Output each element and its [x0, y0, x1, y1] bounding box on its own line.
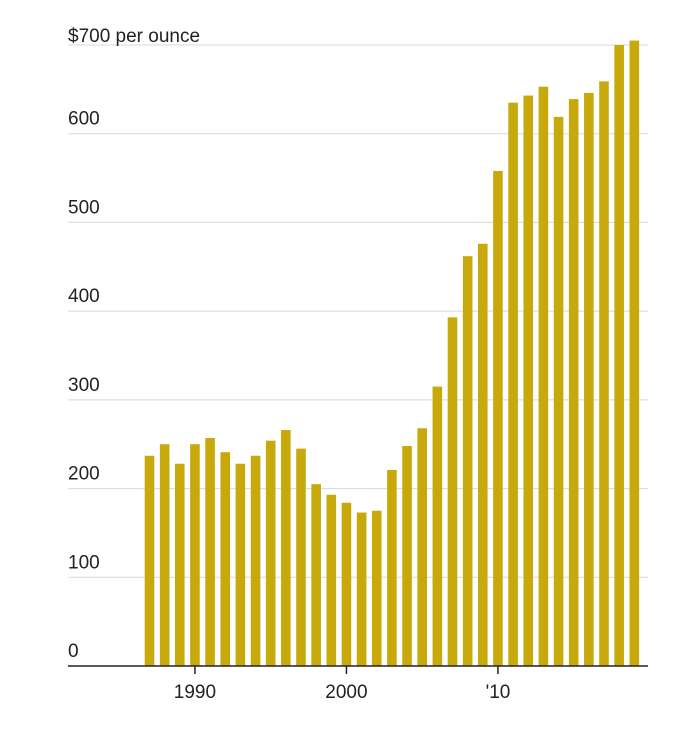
bar-1992: [220, 452, 231, 666]
bar-1999: [326, 494, 337, 666]
bar-2017: [599, 81, 609, 666]
bar-2011: [508, 102, 518, 666]
bar-2000: [341, 502, 352, 666]
bar-1995: [265, 440, 276, 666]
bar-1993: [235, 463, 246, 666]
bar-2009: [478, 243, 488, 666]
bar-1988: [159, 444, 170, 666]
bars: [144, 40, 640, 667]
bar-2015: [568, 99, 579, 666]
bar-2003: [387, 469, 397, 666]
x-tick-label: '10: [486, 682, 511, 703]
bar-2001: [356, 512, 367, 666]
bar-2004: [402, 445, 412, 666]
y-tick-label: 600: [68, 109, 100, 130]
x-tick-label: 1990: [174, 682, 216, 703]
unit-label: $700 per ounce: [68, 26, 200, 47]
bar-2007: [447, 317, 458, 666]
bar-2002: [371, 510, 382, 666]
bar-1991: [205, 438, 215, 666]
bar-2016: [584, 92, 594, 667]
bar-1996: [281, 430, 291, 666]
y-axis-labels: $700 per ounce 0 100 200 300 400 500 600: [68, 26, 200, 662]
bar-2018: [614, 45, 624, 666]
bar-1989: [175, 463, 185, 666]
bar-2013: [538, 86, 549, 666]
bar-2010: [493, 170, 503, 666]
x-tick-label: 2000: [325, 682, 367, 703]
bar-2019: [629, 40, 640, 667]
x-axis-labels: 1990 2000 '10: [174, 666, 511, 703]
y-tick-label: 100: [68, 552, 100, 573]
bar-2006: [432, 386, 443, 666]
bar-2012: [523, 95, 534, 667]
y-tick-label: 400: [68, 286, 100, 307]
bar-1990: [190, 444, 200, 666]
bar-1998: [311, 484, 321, 666]
y-tick-label: 200: [68, 464, 100, 485]
bar-2008: [462, 256, 473, 666]
bar-1994: [250, 455, 261, 666]
bar-2014: [553, 116, 564, 666]
y-tick-label: 500: [68, 197, 100, 218]
bar-1987: [144, 455, 155, 666]
bar-1997: [296, 448, 306, 666]
bar-2005: [417, 428, 427, 666]
y-tick-label: 0: [68, 641, 79, 662]
y-tick-label: 300: [68, 375, 100, 396]
